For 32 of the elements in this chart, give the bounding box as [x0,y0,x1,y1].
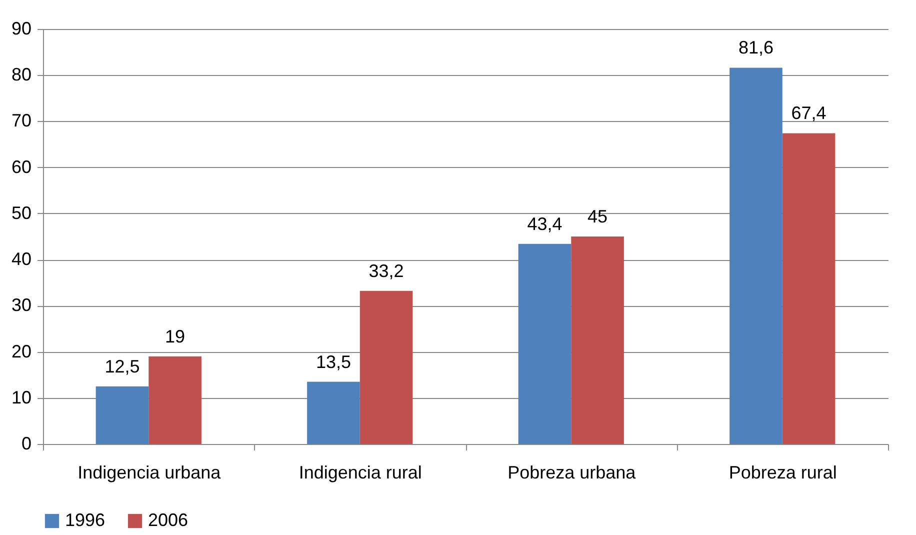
bar [307,382,360,444]
y-tick-label: 70 [11,110,32,131]
y-tick-label: 20 [11,341,32,362]
y-tick-label: 40 [11,249,32,270]
y-tick-label: 60 [11,156,32,177]
y-tick-label: 90 [11,18,32,38]
data-label: 12,5 [104,356,140,376]
bar [148,356,202,444]
legend-label: 2006 [148,510,188,530]
data-label: 81,6 [738,38,774,58]
y-tick-label: 80 [11,64,32,85]
bar [96,386,149,444]
x-tick-label: Pobreza urbana [508,462,637,482]
x-tick-label: Pobreza rural [728,462,837,482]
bar [782,133,836,444]
bar [518,244,572,444]
bar [360,290,413,444]
x-tick-label: Indigencia urbana [78,462,222,482]
bar [571,236,624,444]
data-label: 45 [588,206,608,226]
y-tick-label: 30 [11,295,32,316]
data-label: 67,4 [791,103,826,124]
data-label: 33,2 [368,260,404,281]
y-tick-label: 0 [21,434,32,454]
y-tick-label: 10 [11,387,32,408]
data-label: 19 [165,326,186,346]
bar [730,68,782,444]
legend-label: 1996 [65,510,106,530]
data-label: 43,4 [527,214,562,234]
data-label: 13,5 [316,352,351,372]
y-tick-label: 50 [11,202,32,223]
x-tick-label: Indigencia rural [298,462,422,482]
